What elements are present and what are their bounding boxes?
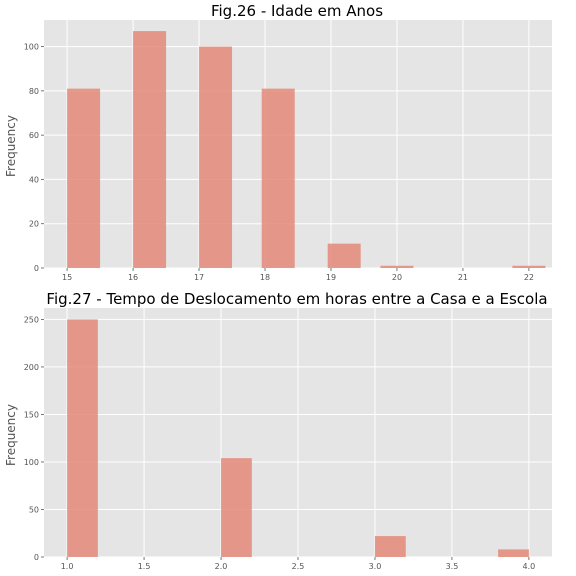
x-tick-label: 15 [62,273,72,282]
x-tick-label: 4.0 [523,562,536,571]
y-axis-label: Frequency [4,404,18,466]
chart-idade: Fig.26 - Idade em Anos Frequency 15 16 17 1… [4,2,552,282]
bar [261,88,295,269]
bars [67,319,529,557]
x-tick-label: 3.5 [446,562,459,571]
bar [327,243,361,268]
bar [498,549,529,557]
gridlines [44,20,552,269]
tick-labels: 1.0 1.5 2.0 2.5 3.0 3.5 4.0 0 50 100 150 200 250 [24,315,536,571]
y-tick-label: 40 [29,175,39,184]
bar [199,46,233,269]
y-tick-label: 150 [24,410,39,419]
x-tick-label: 1.5 [138,562,151,571]
bar [133,31,167,269]
x-tick-label: 20 [392,273,402,282]
bars [67,31,546,269]
x-tick-label: 3.0 [369,562,382,571]
x-tick-label: 19 [326,273,336,282]
x-tick-label: 16 [128,273,138,282]
y-tick-label: 100 [24,458,39,467]
chart-title: Fig.26 - Idade em Anos [211,2,383,20]
x-tick-label: 22 [524,273,534,282]
gridlines [44,308,552,558]
y-tick-label: 250 [24,315,39,324]
y-tick-label: 50 [29,505,39,514]
x-tick-label: 1.0 [61,562,74,571]
x-tick-label: 21 [458,273,468,282]
y-tick-label: 200 [24,363,39,372]
y-tick-label: 100 [24,43,39,52]
y-axis-label: Frequency [4,115,18,177]
tick-labels: 15 16 17 18 19 20 21 22 0 20 40 60 80 100 [24,43,534,282]
y-tick-label: 60 [29,131,39,140]
y-tick-label: 80 [29,87,39,96]
bar [221,458,252,557]
y-tick-label: 0 [34,264,39,273]
x-tick-label: 2.5 [292,562,305,571]
x-tick-label: 2.0 [215,562,228,571]
bar [380,265,414,268]
chart-tempo-deslocamento: Fig.27 - Tempo de Deslocamento em horas … [4,290,552,571]
bar [67,319,98,557]
bar [374,536,406,557]
y-tick-label: 0 [34,553,39,562]
x-tick-label: 17 [194,273,204,282]
chart-title: Fig.27 - Tempo de Deslocamento em horas … [46,290,547,308]
y-tick-label: 20 [29,220,39,229]
bar [67,88,101,269]
x-tick-label: 18 [260,273,270,282]
plot-area [44,20,552,268]
bar [512,265,546,268]
